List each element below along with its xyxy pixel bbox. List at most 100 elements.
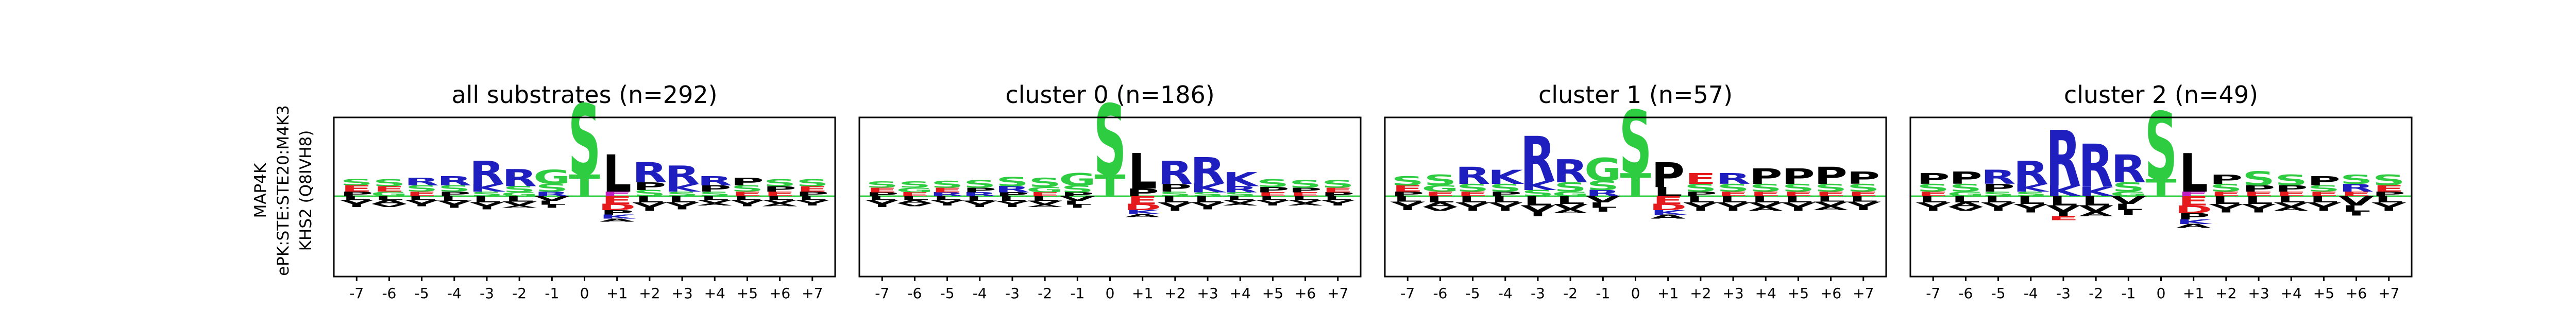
residue-L-down: L	[2277, 195, 2306, 204]
residue-R-up: R	[2078, 132, 2113, 201]
residue-L-down: L	[1291, 195, 1320, 201]
residue-L-down: L	[1193, 195, 1222, 204]
panel-frame	[858, 116, 1362, 278]
residue-P-up: P	[1749, 164, 1783, 189]
residue-V-down: V	[1320, 199, 1356, 204]
residue-E-up: E	[1425, 191, 1455, 198]
residue-S-up: S	[699, 191, 731, 198]
residue-E-up: E	[2374, 184, 2404, 194]
residue-D-down: D	[2175, 203, 2212, 216]
x-tick-label: -3	[1531, 285, 1545, 302]
x-tick-label: +6	[1295, 285, 1316, 302]
residue-P-up: P	[1846, 168, 1880, 188]
residue-P-up: P	[1061, 191, 1094, 197]
residue-L-down: L	[472, 195, 501, 204]
residue-S-up: S	[503, 184, 535, 194]
x-tick-label: +6	[769, 285, 790, 302]
residue-V-down: V	[2111, 194, 2146, 207]
residue-P-up: P	[1684, 191, 1718, 198]
residue-L-down: L	[2081, 194, 2110, 209]
residue-A-down: A	[371, 199, 407, 205]
residue-V-down: V	[2241, 203, 2277, 210]
x-tick-label: -7	[875, 285, 889, 302]
residue-L-up: L	[1128, 143, 1157, 200]
residue-P-up: P	[2242, 184, 2276, 194]
residue-V-down: V	[1390, 200, 1426, 208]
residue-G-up: G	[370, 191, 408, 198]
panel-frame	[1909, 116, 2413, 278]
residue-E-up: E	[2341, 191, 2372, 198]
residue-I-down: I	[874, 203, 891, 208]
residue-S-up: S	[2145, 93, 2177, 201]
residue-R-up: R	[962, 191, 997, 197]
residue-I-down: I	[446, 204, 463, 209]
residue-I-down: I	[2120, 209, 2137, 216]
residue-I-down: I	[1069, 204, 1086, 209]
residue-A-down: A	[2274, 206, 2309, 212]
residue-S-up: S	[1917, 182, 1950, 194]
residue-L-down: L	[1556, 194, 1585, 207]
residue-E-up: E	[1029, 191, 1060, 197]
x-tick-label: -6	[907, 285, 922, 302]
residue-I-down: I	[1855, 205, 1872, 211]
residue-I-down: I	[1990, 206, 2007, 212]
panel-title: all substrates (n=292)	[451, 81, 717, 109]
residue-E-up: E	[1290, 191, 1321, 197]
residue-S-up: S	[963, 178, 996, 191]
residue-V-down: V	[404, 199, 440, 205]
panel-frame	[333, 116, 836, 278]
x-tick-label: -5	[940, 285, 955, 302]
residue-K-down: K	[600, 214, 637, 220]
x-tick-label: -1	[545, 285, 559, 302]
residue-T-up: T	[1620, 166, 1651, 203]
residue-L-down: L	[537, 200, 566, 206]
residue-S-up: S	[996, 175, 1028, 190]
residue-L-down: L	[1426, 195, 1454, 204]
x-tick-label: +4	[704, 285, 725, 302]
residue-P-up: P	[1256, 185, 1290, 194]
residue-T-up: T	[569, 169, 600, 203]
residue-I-down: I	[1199, 205, 1216, 211]
residue-E-up: E	[1918, 191, 1948, 198]
residue-L-down: L	[342, 195, 371, 201]
residue-A-down: A	[1814, 205, 1849, 211]
x-tick-label: -3	[480, 285, 494, 302]
residue-K-down: K	[2176, 218, 2213, 226]
row-label-line-1: MAP4K	[251, 163, 270, 218]
residue-K-up: K	[469, 182, 506, 194]
residue-P-up: P	[866, 191, 899, 197]
x-tick-label: +4	[1230, 285, 1251, 302]
residue-P-up: P	[1289, 186, 1322, 194]
residue-E-up: E	[2276, 191, 2307, 198]
x-tick-label: 0	[1106, 285, 1115, 302]
residue-I-down: I	[739, 203, 756, 207]
residue-L-down: L	[1523, 194, 1552, 209]
residue-V-down: V	[1948, 206, 1984, 212]
residue-P-up: P	[1651, 156, 1685, 195]
row-label-line-3: KHS2 (Q8IVH8)	[297, 130, 315, 251]
residue-S-up: S	[1950, 182, 1982, 194]
residue-I-down: I	[674, 205, 691, 211]
residue-V-down: V	[930, 199, 965, 204]
residue-V-down: V	[339, 199, 375, 205]
residue-A-down: A	[762, 202, 798, 208]
residue-V-down: V	[371, 203, 407, 208]
residue-V-down: V	[697, 199, 733, 204]
residue-V-down: V	[632, 201, 668, 209]
residue-L-up: L	[2179, 142, 2208, 204]
residue-E-up: E	[797, 185, 828, 194]
residue-P-up: P	[437, 191, 471, 198]
residue-R-up: R	[1716, 170, 1751, 187]
x-tick-label: +7	[1327, 285, 1348, 302]
residue-P-down: P	[600, 209, 634, 216]
residue-G-up: G	[1947, 191, 1984, 198]
x-tick-label: 0	[2157, 285, 2166, 302]
residue-V-down: V	[762, 199, 798, 204]
residue-V-down: V	[2339, 194, 2374, 209]
residue-L-down: L	[1751, 195, 1780, 204]
residue-S-up: S	[2372, 172, 2405, 189]
residue-L-down: L	[1719, 195, 1748, 204]
panel-title: cluster 1 (n=57)	[1538, 81, 1733, 109]
residue-S-up: S	[1750, 182, 1782, 194]
residue-E-up: E	[406, 191, 437, 198]
